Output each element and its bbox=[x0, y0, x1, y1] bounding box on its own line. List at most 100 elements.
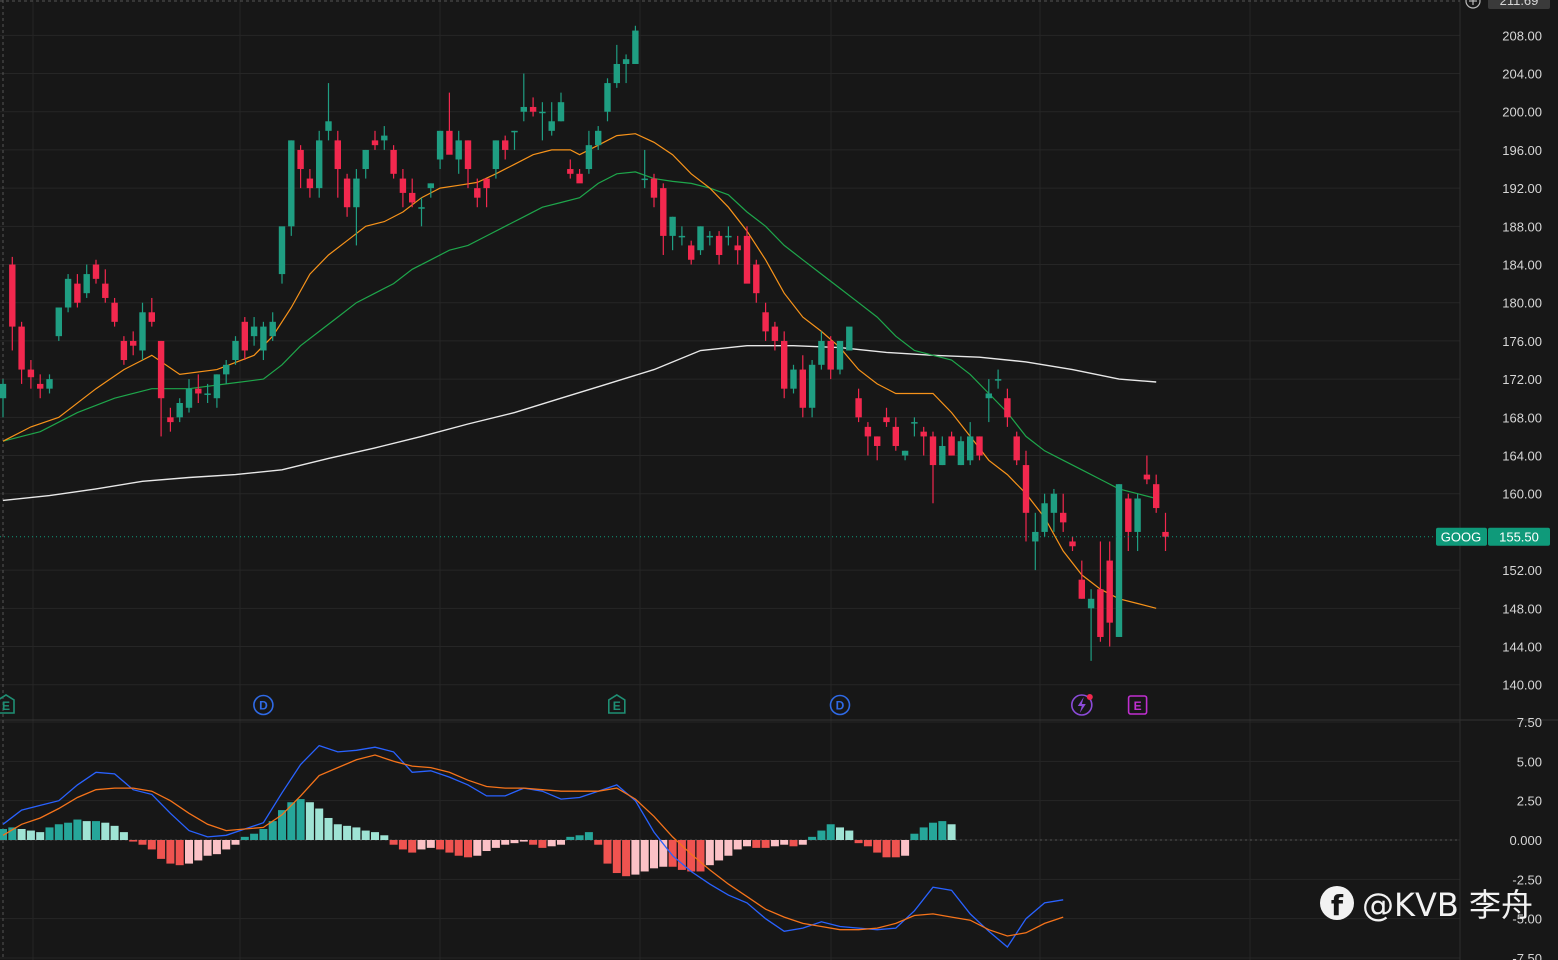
candle[interactable] bbox=[362, 149, 369, 179]
candle[interactable] bbox=[892, 417, 899, 451]
candle[interactable] bbox=[967, 422, 974, 466]
candle[interactable] bbox=[994, 369, 1002, 389]
candle[interactable] bbox=[83, 264, 90, 298]
candle[interactable] bbox=[827, 336, 834, 380]
candle[interactable] bbox=[660, 183, 667, 255]
candle[interactable] bbox=[464, 140, 472, 189]
candle[interactable] bbox=[604, 78, 611, 122]
candle[interactable] bbox=[250, 317, 258, 346]
candle[interactable] bbox=[278, 226, 286, 284]
candle[interactable] bbox=[0, 379, 7, 418]
event-marker-d[interactable]: D bbox=[253, 694, 274, 716]
candle[interactable] bbox=[1097, 541, 1104, 642]
candle[interactable] bbox=[64, 274, 72, 313]
candle[interactable] bbox=[157, 340, 165, 437]
candle[interactable] bbox=[55, 307, 62, 341]
event-marker-e[interactable]: E bbox=[608, 694, 626, 714]
candle[interactable] bbox=[1162, 512, 1169, 552]
candle[interactable] bbox=[390, 145, 397, 179]
candle[interactable] bbox=[529, 97, 537, 117]
candle[interactable] bbox=[929, 431, 937, 504]
candle[interactable] bbox=[399, 169, 407, 208]
candle[interactable] bbox=[818, 331, 825, 370]
candle[interactable] bbox=[325, 83, 332, 141]
candle[interactable] bbox=[37, 374, 44, 399]
candle[interactable] bbox=[734, 235, 741, 265]
candle[interactable] bbox=[697, 226, 704, 255]
candle[interactable] bbox=[901, 450, 909, 461]
candle[interactable] bbox=[985, 379, 992, 423]
event-marker-d[interactable]: D bbox=[829, 694, 851, 716]
candle[interactable] bbox=[18, 321, 25, 384]
candle[interactable] bbox=[446, 92, 453, 155]
candle[interactable] bbox=[753, 259, 760, 303]
candle[interactable] bbox=[232, 336, 239, 365]
candle[interactable] bbox=[725, 226, 732, 246]
candle[interactable] bbox=[1143, 455, 1151, 485]
candle[interactable] bbox=[1060, 493, 1067, 532]
candle[interactable] bbox=[855, 388, 862, 423]
candle[interactable] bbox=[715, 231, 723, 265]
candle[interactable] bbox=[306, 169, 314, 198]
candle[interactable] bbox=[92, 259, 100, 284]
candle[interactable] bbox=[632, 25, 639, 64]
candle[interactable] bbox=[1078, 560, 1085, 599]
candle[interactable] bbox=[111, 297, 118, 327]
candle[interactable] bbox=[622, 54, 630, 84]
candle[interactable] bbox=[102, 269, 109, 303]
candle[interactable] bbox=[1050, 488, 1058, 532]
candle[interactable] bbox=[502, 135, 509, 160]
candle[interactable] bbox=[316, 130, 323, 198]
candle[interactable] bbox=[185, 379, 193, 413]
candle[interactable] bbox=[176, 398, 183, 423]
candle[interactable] bbox=[762, 302, 769, 341]
add-alert-icon[interactable] bbox=[1465, 0, 1481, 9]
candle[interactable] bbox=[650, 173, 658, 208]
candle[interactable] bbox=[846, 326, 853, 351]
candle[interactable] bbox=[1134, 493, 1141, 552]
candle[interactable] bbox=[409, 178, 416, 208]
candle[interactable] bbox=[678, 226, 686, 246]
candle[interactable] bbox=[1087, 589, 1095, 661]
candle[interactable] bbox=[1153, 474, 1160, 513]
candle[interactable] bbox=[939, 436, 946, 466]
candle[interactable] bbox=[223, 360, 230, 384]
macd-panel[interactable] bbox=[0, 744, 1460, 948]
candle[interactable] bbox=[883, 407, 890, 427]
candle[interactable] bbox=[120, 336, 128, 365]
candle[interactable] bbox=[1069, 536, 1076, 552]
candle[interactable] bbox=[976, 436, 983, 461]
candle[interactable] bbox=[455, 130, 462, 174]
candle[interactable] bbox=[576, 169, 583, 184]
candle[interactable] bbox=[195, 374, 202, 404]
candle[interactable] bbox=[334, 130, 341, 198]
candle[interactable] bbox=[957, 436, 965, 466]
candle[interactable] bbox=[1004, 388, 1011, 427]
candle[interactable] bbox=[1041, 493, 1048, 537]
candle[interactable] bbox=[706, 231, 713, 246]
candle[interactable] bbox=[743, 226, 751, 284]
candle[interactable] bbox=[381, 126, 388, 150]
candle[interactable] bbox=[771, 321, 779, 351]
candle[interactable] bbox=[911, 417, 918, 437]
candle[interactable] bbox=[148, 297, 155, 327]
candle[interactable] bbox=[920, 426, 927, 456]
candle[interactable] bbox=[492, 140, 500, 179]
candle[interactable] bbox=[808, 360, 816, 418]
candle[interactable] bbox=[864, 422, 872, 456]
candle[interactable] bbox=[511, 130, 518, 150]
candle[interactable] bbox=[353, 169, 360, 246]
candle[interactable] bbox=[1106, 541, 1113, 647]
candle[interactable] bbox=[167, 407, 174, 432]
candle[interactable] bbox=[74, 274, 81, 308]
candle[interactable] bbox=[595, 126, 602, 150]
candle[interactable] bbox=[1022, 450, 1030, 542]
candle[interactable] bbox=[948, 431, 955, 456]
candle[interactable] bbox=[474, 178, 481, 208]
candle[interactable] bbox=[1125, 493, 1132, 552]
candle[interactable] bbox=[539, 102, 546, 141]
candle[interactable] bbox=[260, 321, 267, 361]
candle[interactable] bbox=[204, 383, 211, 404]
